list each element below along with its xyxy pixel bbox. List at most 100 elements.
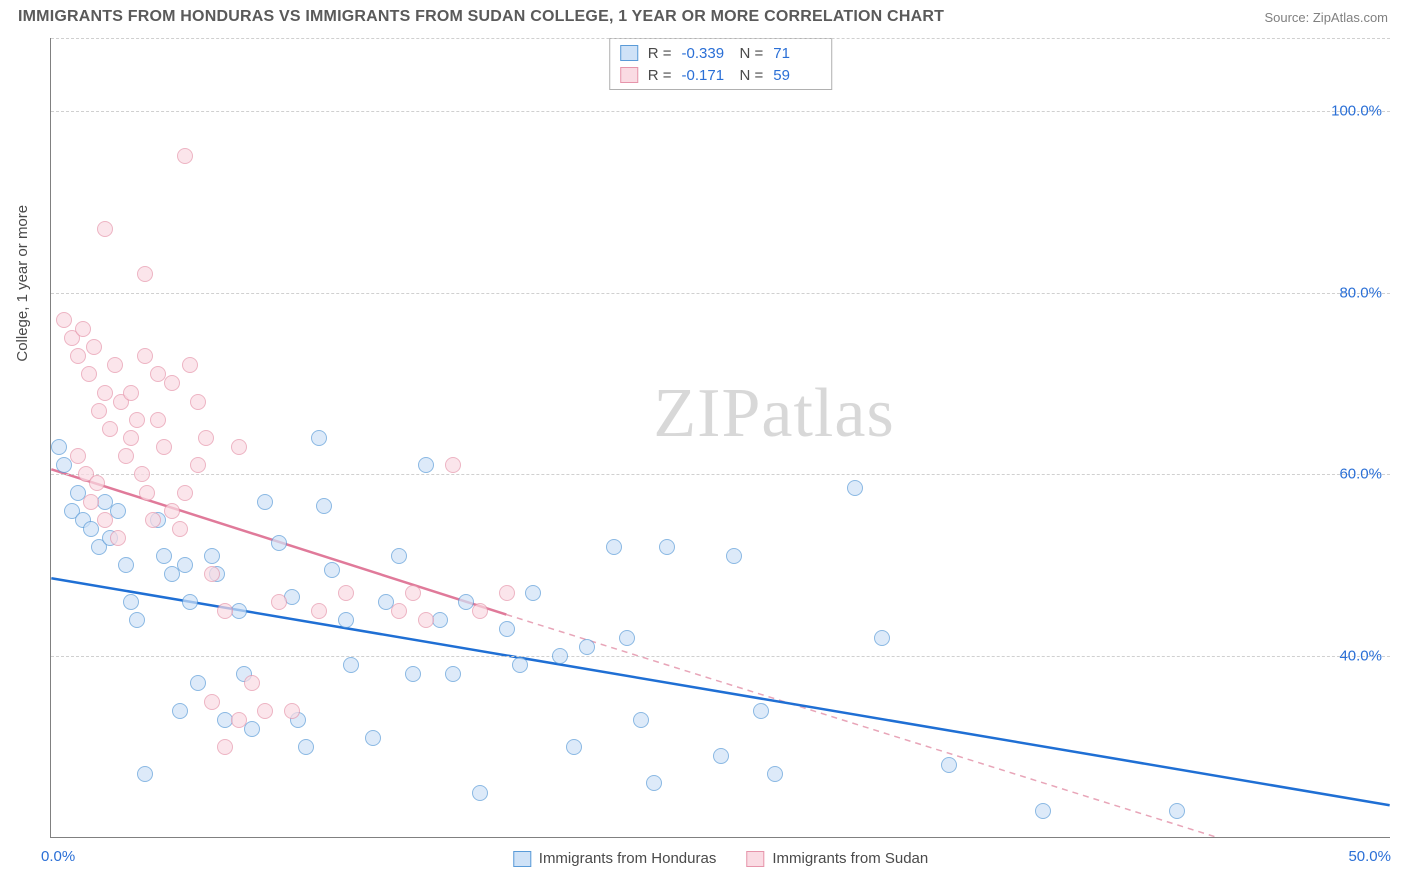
scatter-point xyxy=(182,357,198,373)
scatter-point xyxy=(156,548,172,564)
ytick-label: 100.0% xyxy=(1331,102,1382,119)
legend-swatch-sudan xyxy=(746,851,764,867)
scatter-point xyxy=(70,348,86,364)
scatter-point xyxy=(134,466,150,482)
scatter-point xyxy=(137,348,153,364)
scatter-point xyxy=(97,512,113,528)
scatter-point xyxy=(284,703,300,719)
scatter-point xyxy=(51,439,67,455)
scatter-point xyxy=(405,585,421,601)
scatter-point xyxy=(311,430,327,446)
legend-swatch-honduras xyxy=(513,851,531,867)
scatter-point xyxy=(198,430,214,446)
bottom-legend: Immigrants from Honduras Immigrants from… xyxy=(513,850,928,867)
watermark-atlas: atlas xyxy=(761,375,894,452)
stat-n-label: N = xyxy=(740,67,764,84)
scatter-point xyxy=(204,566,220,582)
scatter-point xyxy=(204,548,220,564)
scatter-point xyxy=(338,585,354,601)
scatter-point xyxy=(129,612,145,628)
scatter-point xyxy=(89,475,105,491)
gridline xyxy=(51,111,1390,112)
watermark: ZIPatlas xyxy=(653,374,894,454)
scatter-point xyxy=(418,612,434,628)
scatter-point xyxy=(156,439,172,455)
stat-n-value-honduras: 71 xyxy=(773,45,821,62)
scatter-point xyxy=(257,494,273,510)
scatter-point xyxy=(110,503,126,519)
scatter-point xyxy=(145,512,161,528)
scatter-point xyxy=(499,621,515,637)
scatter-point xyxy=(244,721,260,737)
scatter-point xyxy=(123,385,139,401)
scatter-point xyxy=(338,612,354,628)
scatter-point xyxy=(110,530,126,546)
scatter-point xyxy=(525,585,541,601)
scatter-point xyxy=(552,648,568,664)
scatter-point xyxy=(231,712,247,728)
scatter-point xyxy=(874,630,890,646)
scatter-point xyxy=(182,594,198,610)
stats-row-sudan: R = -0.171 N = 59 xyxy=(620,64,822,86)
scatter-point xyxy=(118,557,134,573)
title-bar: IMMIGRANTS FROM HONDURAS VS IMMIGRANTS F… xyxy=(0,0,1406,30)
scatter-point xyxy=(418,457,434,473)
gridline xyxy=(51,293,1390,294)
scatter-point xyxy=(472,785,488,801)
scatter-point xyxy=(579,639,595,655)
y-axis-label: College, 1 year or more xyxy=(14,205,31,362)
source-label: Source: ZipAtlas.com xyxy=(1264,10,1388,25)
scatter-plot: ZIPatlas R = -0.339 N = 71 R = -0.171 N … xyxy=(50,38,1390,838)
ytick-label: 80.0% xyxy=(1339,284,1382,301)
scatter-point xyxy=(217,739,233,755)
scatter-point xyxy=(91,403,107,419)
gridline xyxy=(51,38,1390,39)
scatter-point xyxy=(139,485,155,501)
scatter-point xyxy=(499,585,515,601)
scatter-point xyxy=(1035,803,1051,819)
stat-n-label: N = xyxy=(740,45,764,62)
watermark-zip: ZIP xyxy=(653,375,761,452)
scatter-point xyxy=(445,457,461,473)
trend-lines xyxy=(51,38,1390,837)
scatter-point xyxy=(941,757,957,773)
scatter-point xyxy=(83,494,99,510)
scatter-point xyxy=(81,366,97,382)
scatter-point xyxy=(713,748,729,764)
scatter-point xyxy=(107,357,123,373)
scatter-point xyxy=(164,503,180,519)
scatter-point xyxy=(190,675,206,691)
scatter-point xyxy=(271,594,287,610)
stat-r-label: R = xyxy=(648,45,672,62)
scatter-point xyxy=(244,675,260,691)
scatter-point xyxy=(137,766,153,782)
scatter-point xyxy=(391,603,407,619)
scatter-point xyxy=(257,703,273,719)
scatter-point xyxy=(445,666,461,682)
scatter-point xyxy=(633,712,649,728)
scatter-point xyxy=(123,430,139,446)
scatter-point xyxy=(137,266,153,282)
stat-r-value-sudan: -0.171 xyxy=(682,67,730,84)
scatter-point xyxy=(512,657,528,673)
scatter-point xyxy=(271,535,287,551)
legend-label-sudan: Immigrants from Sudan xyxy=(772,850,928,867)
gridline xyxy=(51,656,1390,657)
scatter-point xyxy=(847,480,863,496)
scatter-point xyxy=(75,321,91,337)
scatter-point xyxy=(365,730,381,746)
scatter-point xyxy=(726,548,742,564)
scatter-point xyxy=(204,694,220,710)
scatter-point xyxy=(70,448,86,464)
stat-n-value-sudan: 59 xyxy=(773,67,821,84)
scatter-point xyxy=(316,498,332,514)
scatter-point xyxy=(1169,803,1185,819)
stat-r-label: R = xyxy=(648,67,672,84)
scatter-point xyxy=(311,603,327,619)
scatter-point xyxy=(343,657,359,673)
scatter-point xyxy=(172,703,188,719)
chart-title: IMMIGRANTS FROM HONDURAS VS IMMIGRANTS F… xyxy=(18,8,944,26)
scatter-point xyxy=(102,421,118,437)
scatter-point xyxy=(753,703,769,719)
scatter-point xyxy=(298,739,314,755)
